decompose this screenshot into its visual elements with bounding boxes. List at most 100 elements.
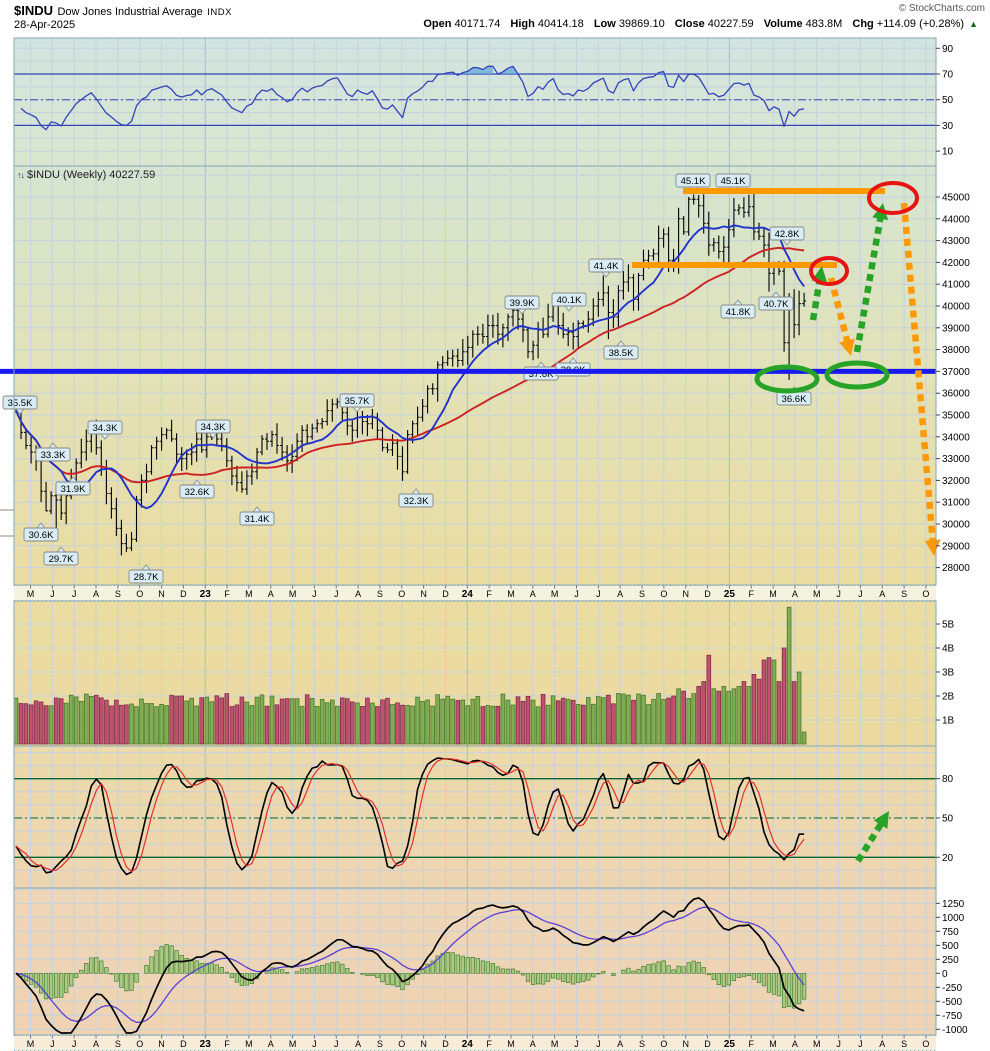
month-axis-label: S	[639, 589, 645, 599]
volume-bar	[89, 696, 94, 745]
high-value: 40414.18	[537, 18, 584, 30]
price-label-text: 33.3K	[41, 450, 66, 461]
price-label-box	[715, 173, 751, 188]
price-label-box	[398, 493, 434, 508]
volume-bar	[94, 694, 99, 745]
macd-tick-label: 1000	[942, 913, 965, 924]
price-label-text: 39.9K	[510, 298, 535, 309]
macd-tick-label: -750	[942, 1011, 962, 1022]
volume-bar	[616, 693, 621, 745]
month-axis-label: O	[398, 1039, 405, 1049]
volume-bar	[360, 706, 365, 745]
volume-bar	[430, 705, 435, 745]
price-label-box	[758, 296, 794, 311]
symbol: $INDU	[14, 3, 54, 18]
month-axis-label: D	[704, 1039, 711, 1049]
volume-bar	[329, 699, 335, 745]
price-label-text: 31.9K	[61, 484, 86, 495]
price-tick-label: 44000	[942, 214, 970, 225]
price-tick-label: 28000	[942, 563, 970, 574]
green-ellipse	[824, 360, 890, 390]
volume-bar	[114, 699, 119, 745]
red-ellipse	[809, 256, 849, 286]
volume-bar	[691, 693, 696, 745]
month-axis-label: M	[813, 1039, 821, 1049]
price-label-box	[2, 395, 38, 410]
volume-bar	[410, 705, 415, 745]
toggle-arrows-icon[interactable]: ↑↓	[17, 170, 25, 180]
month-axis-label: J	[72, 589, 77, 599]
price-label-text: 30.6K	[29, 530, 54, 541]
volume-bar	[540, 694, 546, 745]
year-axis-label: 25	[724, 589, 736, 600]
volume-tick-label: 1B	[942, 716, 955, 727]
price-label-box	[339, 393, 375, 408]
rsi-tick-label: 10	[942, 147, 954, 158]
macd-tick-label: 1250	[942, 899, 965, 910]
rsi-tick-label: 50	[942, 95, 954, 106]
volume-bar	[274, 704, 280, 745]
price-tick-label: 32000	[942, 476, 970, 487]
volume-bar	[656, 693, 661, 745]
month-axis-label: N	[158, 1039, 165, 1049]
volume-bar	[304, 694, 310, 745]
price-label-text: 37.6K	[529, 369, 554, 380]
month-axis-label: J	[858, 1039, 863, 1049]
price-tick-label: 37000	[942, 367, 970, 378]
volume-bar	[314, 706, 320, 745]
quote-summary: Open 40171.74 High 40414.18 Low 39869.10 Cl…	[423, 18, 978, 30]
orange-dashed-arrow-head	[924, 539, 941, 556]
volume-bar	[761, 659, 767, 745]
volume-bar	[139, 698, 144, 745]
macd-tick-label: -500	[942, 997, 962, 1008]
price-label-box	[769, 226, 805, 241]
volume-bar	[671, 695, 676, 745]
volume-bar	[555, 700, 561, 745]
month-axis-label: M	[551, 1039, 559, 1049]
price-label-text: 40.7K	[764, 299, 789, 310]
volume-bar	[43, 705, 49, 745]
volume-bar	[144, 703, 149, 745]
month-axis-label: A	[617, 1039, 623, 1049]
month-axis-label: J	[72, 1039, 77, 1049]
rsi-line	[20, 65, 805, 131]
month-axis-label: A	[93, 1039, 99, 1049]
volume-bar	[23, 703, 29, 745]
volume-bar	[259, 694, 265, 745]
price-label-text: 29.7K	[49, 554, 74, 565]
volume-bar	[254, 696, 260, 745]
year-axis-label: 24	[462, 1039, 474, 1050]
green-ellipse	[754, 364, 820, 394]
volume-bar	[99, 697, 104, 745]
month-axis-label: S	[901, 1039, 907, 1049]
month-axis-label: S	[115, 1039, 121, 1049]
volume-bar	[184, 700, 190, 745]
macd-tick-label: 0	[942, 969, 948, 980]
volume-bar	[189, 697, 195, 745]
price-tick-label: 29000	[942, 541, 970, 552]
main-panel-label-text: $INDU (Weekly) 40227.59	[27, 169, 156, 181]
volume-label: Volume	[763, 18, 803, 30]
volume-bar	[415, 696, 420, 745]
month-axis-label: A	[355, 1039, 361, 1049]
macd-signal-line	[15, 906, 805, 1023]
month-axis-labels: M J J A S O N D 23 F M A M J J A S O N D 24 F M A M J J A S O N D 25 F M A M…	[27, 585, 929, 600]
month-axis-label: O	[398, 589, 405, 599]
month-axis-label: A	[879, 589, 885, 599]
month-axis-label: S	[377, 1039, 383, 1049]
month-axis-label: A	[879, 1039, 885, 1049]
high-label: High	[510, 18, 535, 30]
price-label-box	[128, 569, 164, 584]
volume-bar	[365, 697, 370, 745]
volume-bar	[294, 698, 300, 745]
volume-bar	[696, 686, 701, 745]
month-axis-label: A	[792, 589, 798, 599]
volume-bar	[149, 703, 154, 745]
price-label-box	[720, 304, 756, 319]
volume-bar	[606, 694, 611, 745]
macd-tick-label: 500	[942, 941, 959, 952]
volume-bar	[63, 702, 69, 745]
volume-bar	[194, 705, 200, 745]
volume-bar	[485, 705, 491, 745]
